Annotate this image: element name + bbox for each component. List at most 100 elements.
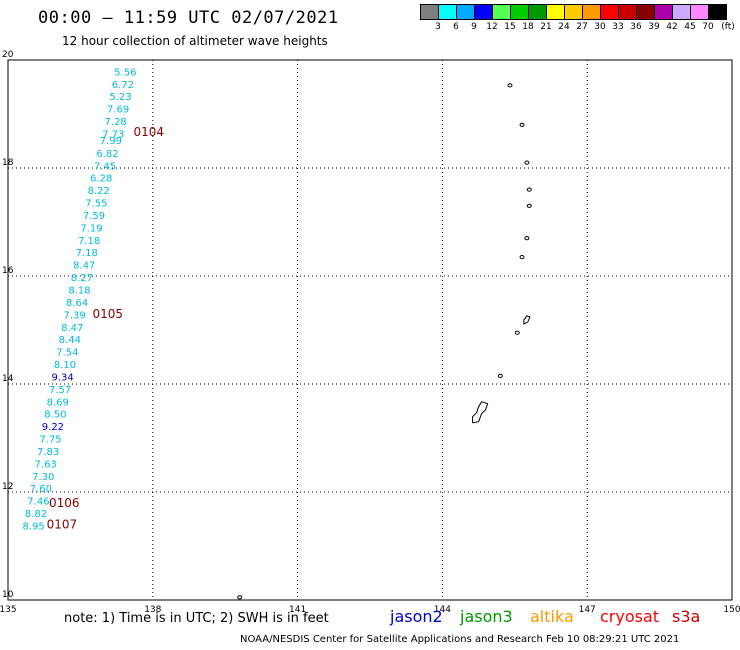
- legend-label: 6: [453, 22, 459, 32]
- wave-height-value: 8.82: [25, 509, 47, 520]
- wave-height-value: 6.72: [112, 80, 134, 91]
- wave-height-value: 7.19: [80, 223, 102, 234]
- island-outline: [237, 595, 243, 600]
- wave-height-value: 8.22: [88, 186, 110, 197]
- time-label: 0106: [49, 496, 80, 510]
- island-outline: [507, 83, 513, 88]
- legend-label: 36: [630, 22, 642, 32]
- legend-label: 30: [594, 22, 606, 32]
- wave-height-value: 7.18: [76, 248, 98, 259]
- x-tick-label: 144: [434, 605, 451, 615]
- island-outline: [472, 401, 489, 424]
- wave-height-value: 8.47: [73, 261, 95, 272]
- wave-height-value: 9.22: [42, 422, 64, 433]
- wave-height-value: 7.45: [94, 161, 116, 172]
- time-labels: 0104 0105 0106 0107: [47, 125, 164, 532]
- wave-height-value: 8.18: [68, 286, 90, 297]
- time-label: 0107: [47, 517, 78, 531]
- wave-height-value: 7.57: [49, 385, 71, 396]
- legend-label: 12: [486, 22, 498, 32]
- legend-label: 15: [504, 22, 516, 32]
- wave-height-value: 7.99: [100, 136, 122, 147]
- time-label: 0105: [92, 307, 123, 321]
- map-subtitle: 12 hour collection of altimeter wave hei…: [62, 34, 328, 48]
- legend-swatches: [420, 4, 727, 20]
- wave-height-value: 7.54: [56, 348, 78, 359]
- island-outline: [519, 255, 525, 260]
- x-tick-label: 138: [144, 605, 161, 615]
- legend-label: 9: [471, 22, 477, 32]
- y-tick-label: 20: [2, 50, 14, 60]
- wave-height-value: 8.47: [61, 323, 83, 334]
- y-tick-label: 16: [2, 266, 14, 276]
- legend-swatch: [708, 4, 727, 20]
- island-outline: [523, 315, 531, 325]
- satellite-label: altika: [530, 607, 574, 626]
- wave-height-value: 8.50: [44, 410, 66, 421]
- wave-height-value: 7.69: [107, 105, 129, 116]
- legend-label: 27: [576, 22, 588, 32]
- satellite-label: jason2: [390, 607, 443, 626]
- satellite-label: cryosat: [600, 607, 660, 626]
- island-outline: [526, 187, 532, 192]
- legend-label: 24: [558, 22, 570, 32]
- legend-label: 33: [612, 22, 624, 32]
- axis-labels: 135 138 141 144 147 150 20 18 16 14 12 10: [0, 50, 740, 615]
- legend-label: 70: [702, 22, 714, 32]
- island-outline: [526, 203, 532, 208]
- wave-height-value: 5.56: [114, 67, 136, 78]
- wave-height-value: 7.18: [78, 236, 100, 247]
- legend-label: 42: [666, 22, 678, 32]
- legend-unit: (ft): [721, 22, 735, 32]
- wave-height-value: 8.27: [71, 273, 93, 284]
- wave-height-value: 7.83: [37, 447, 59, 458]
- wave-height-value: 6.28: [90, 174, 112, 185]
- satellite-label: jason3: [460, 607, 513, 626]
- y-tick-label: 10: [2, 590, 14, 600]
- wave-height-value: 6.82: [96, 149, 118, 160]
- wave-height-value: 7.30: [32, 472, 54, 483]
- island-outline: [497, 373, 503, 378]
- island-outline: [519, 122, 525, 127]
- wave-height-value: 7.28: [105, 117, 127, 128]
- color-legend: 3 6 9 12 15 18 21 24 27 30 33 36 39 42 45 70 (ft): [420, 4, 735, 32]
- legend-label: 3: [435, 22, 441, 32]
- wave-height-value: 7.63: [35, 459, 57, 470]
- map-title: 00:00 – 11:59 UTC 02/07/2021: [38, 8, 339, 28]
- wave-height-value: 5.23: [109, 92, 131, 103]
- wave-height-value: 7.39: [64, 310, 86, 321]
- island-outline: [524, 236, 530, 241]
- wave-height-value: 7.75: [39, 435, 61, 446]
- x-tick-label: 135: [0, 605, 17, 615]
- x-tick-label: 150: [723, 605, 740, 615]
- y-tick-label: 14: [2, 374, 14, 384]
- footer-credit: NOAA/NESDIS Center for Satellite Applica…: [240, 634, 680, 645]
- y-tick-label: 12: [2, 482, 13, 492]
- note-text: note: 1) Time is in UTC; 2) SWH is in fe…: [64, 611, 329, 626]
- wave-height-value: 9.34: [51, 372, 73, 383]
- legend-label: 45: [684, 22, 696, 32]
- wave-height-value: 8.44: [59, 335, 81, 346]
- wave-height-value: 7.46: [27, 497, 49, 508]
- wave-height-value: 7.59: [83, 211, 105, 222]
- wave-height-value: 8.10: [54, 360, 76, 371]
- map-frame: [7, 59, 733, 601]
- x-tick-label: 147: [579, 605, 596, 615]
- wave-height-value: 7.60: [30, 484, 52, 495]
- wave-height-value: 8.69: [47, 397, 69, 408]
- satellite-label: s3a: [672, 607, 701, 626]
- island-outline: [524, 160, 530, 165]
- time-label: 0104: [133, 125, 164, 139]
- wave-height-value: 7.73: [102, 129, 124, 140]
- wave-height-observations: 5.56 6.725.23 7.697.287.737.99 6.827.45 6.28…: [22, 67, 136, 532]
- wave-height-value: 7.55: [85, 199, 107, 210]
- legend-label: 21: [540, 22, 552, 32]
- grid-lines: [7, 59, 733, 601]
- island-outlines: [237, 83, 532, 600]
- island-outline: [514, 330, 520, 335]
- wave-height-value: 8.64: [66, 298, 88, 309]
- legend-label: 18: [522, 22, 534, 32]
- legend-labels: 3 6 9 12 15 18 21 24 27 30 33 36 39 42 45 70 (ft): [420, 22, 740, 34]
- legend-label: 39: [648, 22, 660, 32]
